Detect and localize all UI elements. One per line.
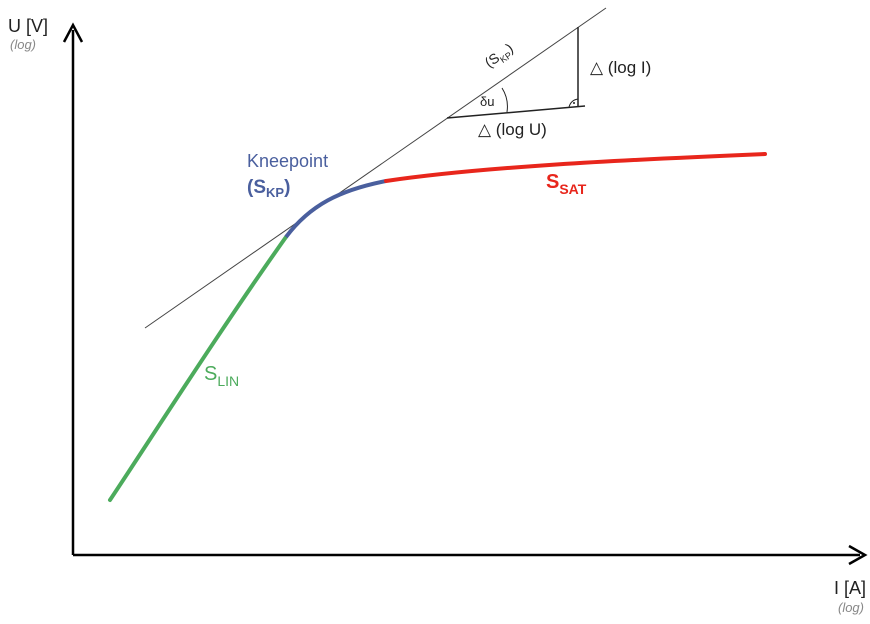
right-angle-icon	[568, 98, 579, 108]
curve-linear-region	[108, 235, 288, 502]
curve-kneepoint-region	[284, 179, 387, 239]
y-axis-label: U [V]	[8, 16, 48, 36]
x-axis-arrow-icon	[848, 544, 868, 566]
triangle-horizontal-side	[446, 105, 586, 119]
y-axis-scale: (log)	[10, 37, 36, 52]
lin-sub: LIN	[217, 373, 239, 389]
kp-close: )	[284, 177, 290, 198]
tangent-line	[144, 7, 607, 329]
linear-label: SLIN	[204, 363, 239, 389]
kneepoint-label: Kneepoint	[247, 151, 328, 171]
kneepoint-symbol-label: (SKP)	[247, 177, 290, 200]
delta-log-i-label: △ (log I)	[590, 58, 651, 77]
axes	[62, 22, 868, 566]
curve-saturation-region	[384, 152, 767, 183]
x-axis-scale: (log)	[838, 600, 864, 615]
sat-sub: SAT	[559, 181, 586, 197]
kp-sub: KP	[266, 185, 284, 200]
angle-label: δu	[480, 94, 494, 109]
slope-triangle	[446, 27, 586, 119]
kp-open: (S	[247, 177, 266, 198]
tangent-slope-label: (SKP)	[482, 40, 518, 73]
sat-main: S	[546, 171, 559, 193]
lin-main: S	[204, 363, 217, 385]
y-axis-arrow-icon	[62, 22, 84, 43]
x-axis-label: I [A]	[834, 578, 866, 598]
delta-log-u-label: △ (log U)	[478, 120, 547, 139]
tangent-label-open: (S	[482, 49, 503, 70]
angle-arc-icon	[501, 87, 508, 113]
right-angle-dot-icon	[573, 102, 575, 104]
saturation-label: SSAT	[546, 171, 587, 197]
